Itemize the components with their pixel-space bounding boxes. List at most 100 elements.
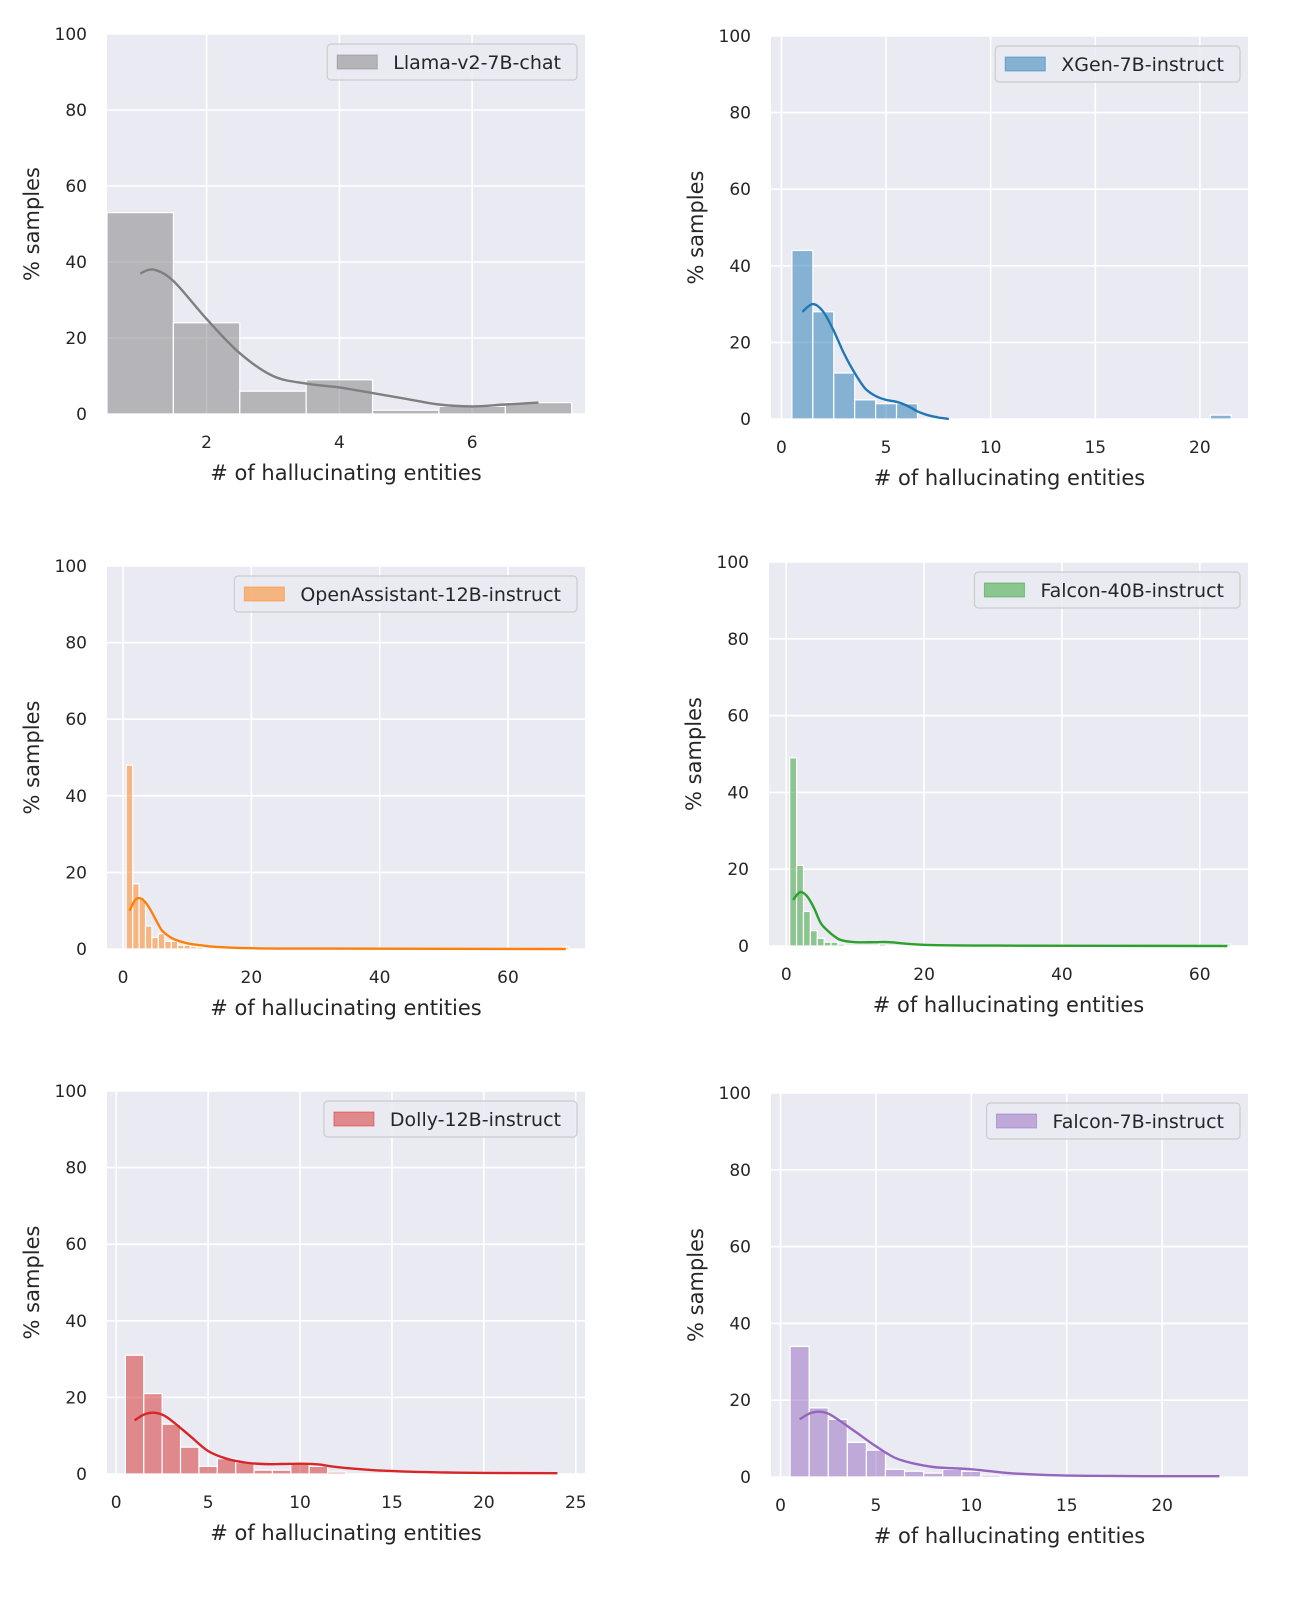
y-axis-label: % samples <box>684 171 708 285</box>
histogram-svg: 0 20 40 60 80 100 0 20 40 60 # of hallucinating en… <box>20 557 585 1020</box>
histogram-bar <box>172 322 241 415</box>
x-tick-label: 5 <box>881 438 892 458</box>
y-axis-label: % samples <box>682 697 706 811</box>
histogram-bar <box>157 933 166 950</box>
x-tick-label: 20 <box>241 968 263 988</box>
legend-swatch <box>243 586 285 602</box>
x-tick-label: 40 <box>1051 965 1073 985</box>
legend: Falcon-40B-instruct <box>973 571 1241 609</box>
x-tick-label: 0 <box>781 965 792 985</box>
x-tick-label: 20 <box>1151 1496 1173 1516</box>
plot-area <box>107 566 585 949</box>
x-tick-label: 0 <box>775 1496 786 1516</box>
x-tick-label: 10 <box>289 1493 311 1513</box>
y-tick-label: 20 <box>65 863 87 883</box>
y-tick-label: 0 <box>76 405 87 425</box>
histogram-bar <box>253 1469 274 1475</box>
y-tick-label: 60 <box>729 1238 751 1258</box>
legend-box <box>985 1102 1241 1140</box>
y-tick-label: 20 <box>729 333 751 353</box>
histogram-bar <box>802 910 811 947</box>
legend-box <box>326 43 578 81</box>
histogram-bar <box>789 1345 810 1478</box>
histogram-panel: 0 20 40 60 80 100 0 5 10 15 20 # of hallucinating e… <box>647 1060 1294 1590</box>
x-tick-label: 5 <box>203 1493 214 1513</box>
histogram-bar <box>271 1469 292 1475</box>
histogram-bar <box>1209 414 1232 420</box>
x-tick-label: 0 <box>776 438 787 458</box>
histogram-bar <box>875 403 898 420</box>
histogram-bar <box>144 925 153 950</box>
histogram-bar <box>791 249 814 420</box>
y-tick-label: 40 <box>65 253 87 273</box>
y-tick-label: 100 <box>55 557 87 577</box>
histogram-panel: 0 20 40 60 80 100 2 4 6 # of hallucinating entiti… <box>0 0 647 530</box>
x-tick-label: 60 <box>497 968 519 988</box>
plot-area <box>771 36 1248 419</box>
y-tick-label: 100 <box>55 25 87 45</box>
y-axis-label: % samples <box>20 701 44 815</box>
y-tick-label: 60 <box>729 180 751 200</box>
histogram-panel: 0 20 40 60 80 100 0 5 10 15 20 # of hallucinating e… <box>647 0 1294 530</box>
histogram-bar <box>161 1423 182 1475</box>
plot-area <box>107 1091 585 1474</box>
y-tick-label: 60 <box>65 710 87 730</box>
y-tick-label: 20 <box>729 1391 751 1411</box>
x-axis-label: # of hallucinating entities <box>210 461 482 485</box>
histogram-bar <box>183 944 192 950</box>
y-tick-label: 0 <box>738 937 749 957</box>
y-tick-label: 100 <box>719 27 751 47</box>
kde-line <box>128 896 566 951</box>
y-tick-label: 60 <box>65 1235 87 1255</box>
legend-box <box>233 575 578 613</box>
y-tick-label: 40 <box>65 1312 87 1332</box>
x-axis-label: # of hallucinating entities <box>210 996 482 1020</box>
y-tick-label: 0 <box>740 1468 751 1488</box>
x-tick-label: 15 <box>1056 1496 1078 1516</box>
y-tick-label: 0 <box>76 1465 87 1485</box>
y-tick-label: 80 <box>65 101 87 121</box>
y-tick-label: 80 <box>729 1161 751 1181</box>
histogram-bar <box>923 1472 944 1478</box>
x-tick-label: 10 <box>961 1496 983 1516</box>
histogram-bar <box>837 943 846 947</box>
histogram-bar <box>179 1446 200 1475</box>
x-axis-label: # of hallucinating entities <box>873 993 1145 1017</box>
histogram-bar <box>942 1468 963 1478</box>
x-tick-label: 20 <box>913 965 935 985</box>
kde-line <box>798 1410 1220 1478</box>
x-tick-label: 40 <box>369 968 391 988</box>
kde-line <box>139 268 539 408</box>
legend: Falcon-7B-instruct <box>985 1102 1241 1140</box>
kde-line <box>792 890 1228 948</box>
histogram-bar <box>504 402 573 415</box>
histogram-svg: 0 20 40 60 80 100 0 5 10 15 20 # of hallucinating e… <box>684 27 1248 490</box>
legend-swatch <box>996 1113 1038 1129</box>
x-tick-label: 15 <box>1084 438 1106 458</box>
y-tick-label: 40 <box>65 787 87 807</box>
x-tick-label: 10 <box>980 438 1002 458</box>
histogram-bar <box>189 946 198 950</box>
y-tick-label: 0 <box>76 940 87 960</box>
x-tick-label: 15 <box>381 1493 403 1513</box>
legend: OpenAssistant-12B-instruct <box>233 575 578 613</box>
histogram-bar <box>846 1441 868 1478</box>
histogram-bar <box>980 1474 1001 1478</box>
y-tick-label: 40 <box>729 1314 751 1334</box>
y-tick-label: 20 <box>65 1388 87 1408</box>
legend-label: Dolly-12B-instruct <box>390 1109 561 1131</box>
histogram-bar <box>854 399 877 420</box>
x-tick-label: 2 <box>201 433 212 453</box>
plot-area <box>771 1093 1248 1477</box>
y-tick-label: 80 <box>729 104 751 124</box>
legend-label: Falcon-7B-instruct <box>1053 1111 1224 1133</box>
legend-box <box>973 571 1241 609</box>
y-tick-label: 100 <box>55 1082 87 1102</box>
histogram-bar <box>308 1465 329 1475</box>
legend-label: OpenAssistant-12B-instruct <box>300 584 561 606</box>
histogram-bar <box>809 930 818 947</box>
histogram-svg: 0 20 40 60 80 100 0 5 10 15 20 25 # of hallucinating… <box>20 1082 587 1545</box>
y-tick-label: 80 <box>65 1159 87 1179</box>
histogram-bar <box>143 1392 163 1475</box>
